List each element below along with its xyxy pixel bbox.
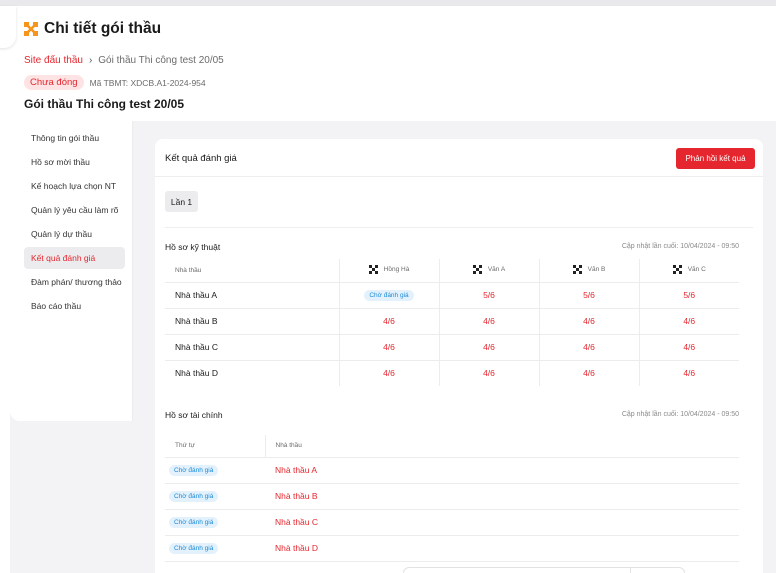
breadcrumb: Site đấu thầu › Gói thầu Thi công test 2… <box>24 55 224 66</box>
page-title: Chi tiết gói thầu <box>44 20 162 37</box>
checkered-flag-icon <box>472 264 482 274</box>
tab-round-1[interactable]: Lần 1 <box>165 191 198 212</box>
sidebar-item-dam-phan[interactable]: Đàm phán/ thương thảo <box>31 277 122 287</box>
score-cell: 4/6 <box>338 334 439 361</box>
table-row[interactable]: Chờ đánh giá Nhà thầu B <box>165 483 739 510</box>
col-header-contractor: Nhà thầu <box>165 259 339 283</box>
contractor-name: Nhà thầu B <box>165 308 339 335</box>
pending-badge: Chờ đánh giá <box>169 517 219 528</box>
status-row: Chưa đóng Mã TBMT: XDCB.A1-2024-954 <box>24 75 206 90</box>
table-row[interactable]: Chờ đánh giá Nhà thầu D <box>165 535 739 562</box>
table-row[interactable]: Nhà thầu C 4/6 4/6 4/6 4/6 <box>165 334 739 361</box>
col-header-order: Thứ tự <box>165 435 265 458</box>
pending-badge: Chờ đánh giá <box>169 543 219 554</box>
status-cell: Chờ đánh giá <box>165 483 265 510</box>
status-badge: Chưa đóng <box>24 75 84 90</box>
contractor-name: Nhà thầu A <box>165 282 339 309</box>
sidebar-item-ho-so-moi-thau[interactable]: Hồ sơ mời thầu <box>31 157 90 167</box>
table-header-row: Nhà thầu Hồng Hà Văn A Văn B Văn C <box>165 259 739 283</box>
table-row[interactable]: Chờ đánh giá Nhà thầu A <box>165 457 739 484</box>
score-cell: 4/6 <box>538 308 639 335</box>
sidebar-item-bao-cao[interactable]: Báo cáo thầu <box>31 301 82 311</box>
top-bar <box>0 0 776 6</box>
score-cell: 4/6 <box>338 360 439 386</box>
contractor-link[interactable]: Nhà thầu D <box>265 535 739 562</box>
score-cell: 4/6 <box>638 360 739 386</box>
technical-updated: Cập nhật lần cuối: 10/04/2024 - 09:50 <box>621 243 739 250</box>
sidebar-item-du-thau[interactable]: Quản lý dự thầu <box>31 229 92 239</box>
col-header-hong-ha: Hồng Hà <box>338 259 439 283</box>
breadcrumb-root-link[interactable]: Site đấu thầu <box>24 55 83 66</box>
card-header: Kết quả đánh giá Phản hồi kết quả <box>155 139 763 177</box>
breadcrumb-current: Gói thầu Thi công test 20/05 <box>98 55 224 66</box>
contractor-name: Nhà thầu C <box>165 334 339 361</box>
financial-section-title: Hồ sơ tài chính <box>165 410 223 420</box>
contractor-link[interactable]: Nhà thầu B <box>265 483 739 510</box>
score-cell: 4/6 <box>438 334 539 361</box>
technical-section-title: Hồ sơ kỹ thuật <box>165 242 221 252</box>
checkered-flag-icon <box>368 264 378 274</box>
table-row[interactable]: Chờ đánh giá Nhà thầu C <box>165 509 739 536</box>
col-header-van-b: Văn B <box>538 259 639 283</box>
chevron-right-icon: › <box>88 55 93 66</box>
financial-updated: Cập nhật lần cuối: 10/04/2024 - 09:50 <box>621 411 739 418</box>
contractor-link[interactable]: Nhà thầu C <box>265 509 739 536</box>
checkered-flag-icon <box>572 264 582 274</box>
score-cell: 4/6 <box>538 360 639 386</box>
pending-badge: Chờ đánh giá <box>169 465 219 476</box>
score-cell: Chờ đánh giá <box>338 282 439 309</box>
result-card: Kết quả đánh giá Phản hồi kết quả Lần 1 … <box>155 139 763 573</box>
status-cell: Chờ đánh giá <box>165 509 265 536</box>
sidebar: Thông tin gói thầu Hồ sơ mời thầu Kế hoạ… <box>10 121 132 421</box>
sidebar-item-yeu-cau-lam-ro[interactable]: Quản lý yêu cầu làm rõ <box>31 205 119 215</box>
financial-table: Thứ tự Nhà thầu Chờ đánh giá Nhà thầu A … <box>165 435 739 562</box>
status-cell: Chờ đánh giá <box>165 535 265 562</box>
feedback-button[interactable]: Phản hồi kết quả <box>676 148 755 169</box>
sidebar-item-ket-qua[interactable]: Kết quả đánh giá <box>24 247 125 269</box>
score-cell: 4/6 <box>438 360 539 386</box>
checkered-flag-icon <box>672 264 682 274</box>
sidebar-divider <box>132 121 133 421</box>
bottom-toolbar[interactable] <box>403 567 685 573</box>
collapse-handle[interactable] <box>0 6 16 48</box>
table-row[interactable]: Nhà thầu A Chờ đánh giá 5/6 5/6 5/6 <box>165 282 739 309</box>
toolbar-divider <box>630 568 631 573</box>
pending-badge: Chờ đánh giá <box>364 290 414 301</box>
score-cell: 5/6 <box>638 282 739 309</box>
col-header-van-a: Văn A <box>438 259 539 283</box>
score-cell: 4/6 <box>638 334 739 361</box>
score-cell: 4/6 <box>338 308 439 335</box>
contractor-link[interactable]: Nhà thầu A <box>265 457 739 484</box>
score-cell: 4/6 <box>438 308 539 335</box>
tab-divider <box>165 227 753 228</box>
technical-table: Nhà thầu Hồng Hà Văn A Văn B Văn C Nhà t… <box>165 259 739 386</box>
score-cell: 5/6 <box>438 282 539 309</box>
tbmt-code: Mã TBMT: XDCB.A1-2024-954 <box>89 77 206 88</box>
sidebar-item-ke-hoach[interactable]: Kế hoạch lựa chọn NT <box>31 181 117 191</box>
table-row[interactable]: Nhà thầu B 4/6 4/6 4/6 4/6 <box>165 308 739 335</box>
card-title: Kết quả đánh giá <box>165 153 237 164</box>
col-header-van-c: Văn C <box>638 259 739 283</box>
contractor-name: Nhà thầu D <box>175 368 218 379</box>
sidebar-item-thong-tin[interactable]: Thông tin gói thầu <box>31 133 100 143</box>
package-title: Gói thầu Thi công test 20/05 <box>24 97 185 111</box>
pending-badge: Chờ đánh giá <box>169 491 219 502</box>
score-cell: 4/6 <box>538 334 639 361</box>
x-logo-icon <box>24 22 38 36</box>
table-header-row: Thứ tự Nhà thầu <box>165 435 739 458</box>
score-cell: 5/6 <box>538 282 639 309</box>
page-header: Chi tiết gói thầu <box>24 20 161 38</box>
score-cell: 4/6 <box>638 308 739 335</box>
col-header-contractor: Nhà thầu <box>264 435 739 458</box>
status-cell: Chờ đánh giá <box>165 457 265 484</box>
table-row[interactable]: Nhà thầu D 4/6 4/6 4/6 4/6 <box>165 360 739 386</box>
